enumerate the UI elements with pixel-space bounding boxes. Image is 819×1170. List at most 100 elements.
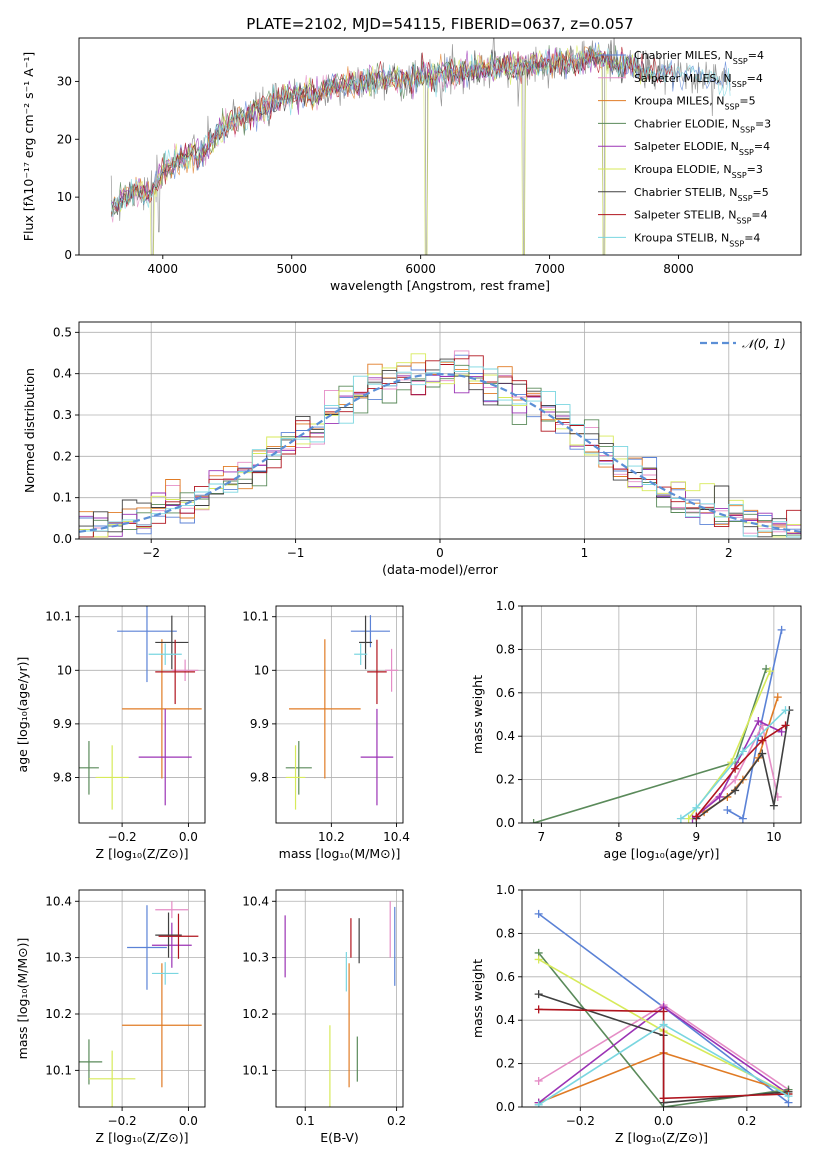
- age_vs_mass-xtick-label: 10.2: [318, 830, 345, 844]
- weights-kroupa-stelib-marker: [781, 706, 790, 715]
- weight_vs_Z-ytick-label: 0.0: [496, 1100, 515, 1114]
- weight_vs_age-ytick-label: 0.8: [496, 642, 515, 656]
- weights-kroupa-stelib: [534, 1020, 793, 1107]
- legend-entry-sub: SSP: [739, 148, 754, 157]
- errorbar-salpeter-miles: [385, 648, 399, 692]
- residuals-xlabel: (data-model)/error: [382, 562, 499, 577]
- weights-salpeter-stelib-marker: [692, 812, 701, 821]
- errorbar-salpeter-stelib: [158, 913, 199, 959]
- age_vs_Z-ytick-label: 10: [57, 663, 72, 677]
- weights-kroupa-elodie: [684, 667, 774, 823]
- weights-kroupa-elodie-marker: [534, 955, 543, 964]
- spectrum-xtick-label: 7000: [534, 262, 565, 276]
- weight_vs_age-ylabel: mass weight: [470, 675, 485, 754]
- legend-entry-text: Salpeter MILES, N: [634, 72, 732, 85]
- weight_vs_Z-ytick-label: 0.6: [496, 970, 515, 984]
- legend-entry: Chabrier STELIB, NSSP=5: [634, 186, 769, 203]
- errorbar-salpeter-stelib: [367, 639, 387, 705]
- weights-chabrier-stelib-marker: [769, 801, 778, 810]
- legend-entry-tail: =5: [739, 95, 755, 108]
- weights-salpeter-stelib-line: [695, 724, 786, 818]
- legend-entry: 𝒩(0, 1): [742, 337, 786, 351]
- mass_vs_EBV-ytick-label: 10.1: [242, 1063, 269, 1077]
- spectrum-xlabel: wavelength [Angstrom, rest frame]: [330, 278, 550, 293]
- spectrum-panel: 4000 5000 6000 7000 8000 0 10 20 30 wavelength [A…: [21, 37, 802, 293]
- mass_vs_Z-ylabel: mass [log₁₀(M/M⊙)]: [15, 938, 30, 1060]
- age_vs_Z-xtick-label: 0.0: [179, 830, 198, 844]
- weights-salpeter-elodie-marker: [777, 727, 786, 736]
- mass_vs_EBV-ytick-label: 10.2: [242, 1007, 269, 1021]
- residuals-legend: 𝒩(0, 1): [700, 337, 786, 351]
- weight_vs_age-xtick-label: 7: [538, 830, 546, 844]
- weights-chabrier-miles-marker: [738, 814, 747, 823]
- residuals-xtick-label: 0: [436, 546, 444, 560]
- legend-entry-tail: =4: [751, 209, 767, 222]
- errorbar-salpeter-miles: [171, 659, 199, 682]
- weights-kroupa-stelib-marker: [692, 803, 701, 812]
- mass_vs_Z-panel: −0.2 0.0 10.1 10.2 10.3 10.4 Z [log₁₀(Z/Z⊙)] ma…: [15, 889, 206, 1145]
- weights-salpeter-elodie-marker: [754, 717, 763, 726]
- weights-salpeter-stelib-marker: [758, 736, 767, 745]
- residuals-ytick-label: 0.4: [53, 367, 72, 381]
- age_vs_mass-xlabel: mass [log₁₀(M/M⊙)]: [279, 846, 401, 861]
- weights-kroupa-stelib-marker: [534, 1100, 543, 1107]
- residuals-frame: [78, 321, 802, 540]
- errorbar-chabrier-stelib: [359, 615, 373, 670]
- errorbar-chabrier-miles: [117, 606, 177, 683]
- weights-salpeter-stelib-marker: [781, 721, 790, 730]
- legend-entry: Kroupa STELIB, NSSP=4: [634, 231, 760, 248]
- legend-entry-sub: SSP: [732, 171, 747, 180]
- errorbar-kroupa-miles: [289, 639, 361, 779]
- weight_vs_Z-ytick-label: 0.4: [496, 1013, 515, 1027]
- weight_vs_Z-xtick-label: 0.0: [654, 1114, 673, 1128]
- weights-kroupa-elodie-marker: [766, 667, 774, 676]
- age_vs_mass-xtick-label: 10.4: [383, 830, 410, 844]
- weight_vs_age-plot-area: [529, 625, 794, 823]
- weights-salpeter-elodie-line: [691, 719, 782, 820]
- legend-entry-tail: =4: [754, 140, 770, 153]
- weight_vs_age-ytick-label: 1.0: [496, 599, 515, 613]
- mass_vs_EBV-xtick-label: 0.2: [387, 1114, 406, 1128]
- hist-kroupa-elodie: [79, 353, 801, 538]
- spectrum-model-kroupa-stelib: [110, 47, 731, 217]
- weights-chabrier-elodie-line: [533, 668, 767, 823]
- age_vs_Z-xlabel: Z [log₁₀(Z/Z⊙)]: [96, 846, 189, 861]
- residuals-ytick-label: 0.2: [53, 449, 72, 463]
- spectrum-ytick-label: 30: [57, 74, 72, 88]
- mass_vs_Z-ytick-label: 10.3: [45, 951, 72, 965]
- legend-entry-sub: SSP: [732, 79, 747, 88]
- weights-chabrier-elodie-marker: [529, 819, 538, 823]
- weights-salpeter-elodie: [688, 717, 786, 823]
- weight_vs_Z-ylabel: mass weight: [470, 959, 485, 1038]
- legend-entry-tail: =4: [744, 231, 760, 244]
- residuals-ylabel: Normed distribution: [22, 368, 37, 493]
- spectrum-ytick-label: 10: [57, 190, 72, 204]
- weight_vs_Z-panel: −0.2 0.0 0.2 0.0 0.2 0.4 0.6 0.8 1.0 Z [log₁₀(Z/Z…: [470, 883, 802, 1145]
- weight_vs_age-grid: [522, 605, 801, 824]
- weight_vs_Z-ytick-label: 0.8: [496, 926, 515, 940]
- figure-title: PLATE=2102, MJD=54115, FIBERID=0637, z=0…: [246, 15, 633, 33]
- errorbar-chabrier-elodie: [79, 741, 99, 795]
- weight_vs_Z-xlabel: Z [log₁₀(Z/Z⊙)]: [615, 1130, 708, 1145]
- mass_vs_Z-xtick-label: 0.0: [179, 1114, 198, 1128]
- residuals-ytick-label: 0.5: [53, 325, 72, 339]
- weights-chabrier-miles-marker: [777, 625, 786, 634]
- legend-entry-tail: =3: [755, 117, 771, 130]
- mass_vs_EBV-grid: [276, 890, 403, 1107]
- weights-salpeter-stelib-marker: [534, 1005, 543, 1014]
- weight_vs_Z-xtick-label: −0.2: [566, 1114, 595, 1128]
- legend-entry-sub: SSP: [724, 102, 739, 111]
- residuals-xtick-label: 1: [581, 546, 589, 560]
- errorbar-kroupa-elodie: [95, 745, 129, 810]
- weights-salpeter-stelib-marker: [731, 764, 740, 773]
- weights-kroupa-miles-marker: [773, 693, 782, 702]
- age_vs_Z-panel: −0.2 0.0 9.8 9.9 10 10.1 Z [log₁₀(Z/Z⊙)] age [l…: [15, 605, 206, 861]
- errorbar-chabrier-elodie: [79, 1039, 103, 1085]
- age_vs_mass-ytick-label: 9.9: [250, 717, 269, 731]
- legend-entry-text: Kroupa ELODIE, N: [634, 163, 732, 176]
- mass_vs_EBV-xlabel: E(B-V): [320, 1130, 359, 1145]
- weights-salpeter-stelib-marker: [659, 1007, 668, 1016]
- errorbar-chabrier-miles: [127, 905, 167, 990]
- weight_vs_age-xtick-label: 9: [693, 830, 701, 844]
